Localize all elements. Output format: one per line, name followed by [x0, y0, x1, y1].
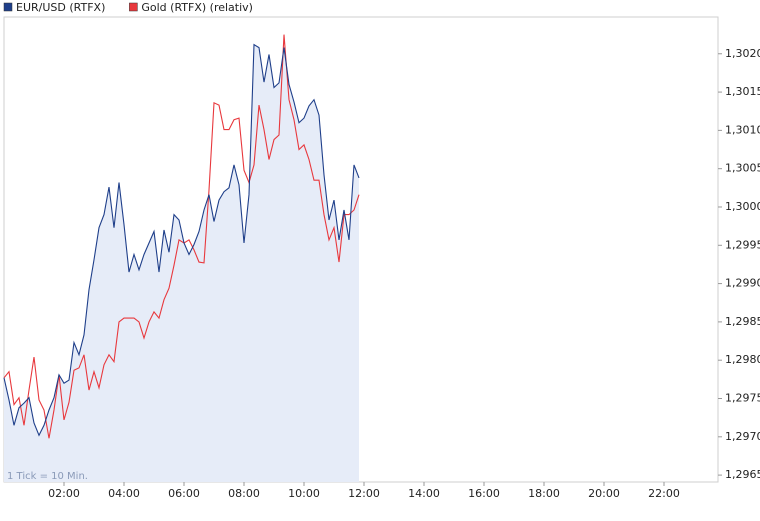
x-tick-label: 20:00	[588, 487, 620, 500]
x-tick-label: 10:00	[288, 487, 320, 500]
x-tick-label: 06:00	[168, 487, 200, 500]
legend-swatch	[129, 2, 138, 12]
x-tick-label: 02:00	[48, 487, 80, 500]
x-tick-label: 16:00	[468, 487, 500, 500]
x-tick-label: 12:00	[348, 487, 380, 500]
legend-label: Gold (RTFX) (relativ)	[141, 1, 253, 14]
y-tick-label: 1,2965	[725, 468, 760, 481]
y-tick-label: 1,2970	[725, 430, 760, 443]
x-tick-label: 14:00	[408, 487, 440, 500]
legend-swatch	[3, 2, 13, 12]
y-tick-label: 1,2975	[725, 391, 760, 404]
series-line	[3, 34, 360, 439]
series-line	[3, 43, 360, 437]
y-tick-label: 1,2985	[725, 315, 760, 328]
y-tick-label: 1,2980	[725, 353, 760, 366]
y-tick-label: 1,3015	[725, 85, 760, 98]
y-tick-label: 1,3005	[725, 162, 760, 175]
x-tick-label: 04:00	[108, 487, 140, 500]
x-tick-label: 22:00	[648, 487, 680, 500]
x-tick-label: 18:00	[528, 487, 560, 500]
annotation: 1 Tick = 10 Min.	[7, 471, 88, 482]
y-tick-label: 1,2995	[725, 238, 760, 251]
y-tick-label: 1,3010	[725, 123, 760, 136]
y-tick-label: 1,3000	[725, 200, 760, 213]
y-tick-label: 1,3020	[725, 47, 760, 60]
x-tick-label: 08:00	[228, 487, 260, 500]
legend-label: EUR/USD (RTFX)	[16, 1, 105, 14]
y-tick-label: 1,2990	[725, 277, 760, 290]
